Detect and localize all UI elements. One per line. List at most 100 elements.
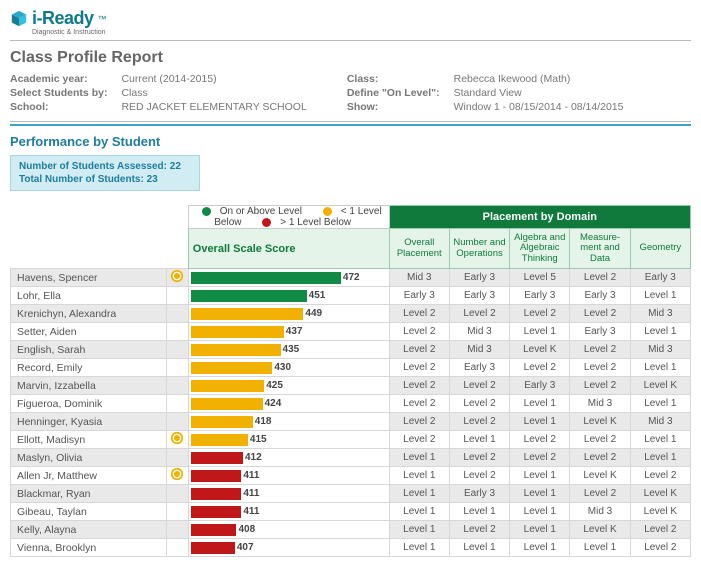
student-name[interactable]: Record, Emily bbox=[11, 359, 167, 377]
domain-placement: Mid 3 bbox=[449, 341, 509, 359]
table-row: Krenichyn, Alexandra449Level 2Level 2Lev… bbox=[11, 305, 691, 323]
score-bar-cell: 415 bbox=[188, 431, 389, 449]
table-row: English, Sarah435Level 2Mid 3Level KLeve… bbox=[11, 341, 691, 359]
show-label: Show: bbox=[347, 101, 440, 113]
score-value: 411 bbox=[241, 469, 259, 483]
student-name[interactable]: English, Sarah bbox=[11, 341, 167, 359]
domain-placement: Level 2 bbox=[570, 341, 630, 359]
domain-placement: Level 1 bbox=[630, 395, 690, 413]
score-bar-cell: 412 bbox=[188, 449, 389, 467]
student-name[interactable]: Blackmar, Ryan bbox=[11, 485, 167, 503]
score-value: 418 bbox=[253, 415, 272, 429]
header-score[interactable]: Overall Scale Score bbox=[188, 229, 389, 269]
overall-placement: Level 1 bbox=[389, 485, 449, 503]
score-bar bbox=[191, 416, 253, 428]
dot-green-icon bbox=[202, 207, 211, 216]
domain-placement: Early 3 bbox=[449, 359, 509, 377]
header-domain-2[interactable]: Algebra and Algebraic Thinking bbox=[510, 229, 570, 269]
student-name[interactable]: Maslyn, Olivia bbox=[11, 449, 167, 467]
rush-flag-cell bbox=[166, 395, 188, 413]
header-domain-1[interactable]: Number and Operations bbox=[449, 229, 509, 269]
brand-name: i-Ready bbox=[32, 8, 94, 29]
domain-placement: Level 2 bbox=[570, 377, 630, 395]
student-name[interactable]: Kelly, Alayna bbox=[11, 521, 167, 539]
domain-placement: Level 2 bbox=[630, 539, 690, 557]
header-overall[interactable]: Overall Placement bbox=[389, 229, 449, 269]
domain-placement: Level 2 bbox=[570, 359, 630, 377]
header-domain-3[interactable]: Measure- ment and Data bbox=[570, 229, 630, 269]
domain-placement: Early 3 bbox=[570, 287, 630, 305]
academic-year-value: Current (2014-2015) bbox=[121, 73, 306, 85]
student-name[interactable]: Setter, Aiden bbox=[11, 323, 167, 341]
domain-placement: Level 1 bbox=[510, 503, 570, 521]
score-bar bbox=[191, 308, 304, 320]
domain-placement: Level 1 bbox=[449, 539, 509, 557]
domain-placement: Level K bbox=[570, 521, 630, 539]
summary-assessed: Number of Students Assessed: 22 bbox=[19, 160, 191, 173]
domain-placement: Level 1 bbox=[630, 323, 690, 341]
domain-placement: Level 2 bbox=[449, 395, 509, 413]
score-bar-cell: 418 bbox=[188, 413, 389, 431]
domain-placement: Level 2 bbox=[570, 485, 630, 503]
cube-icon bbox=[10, 10, 28, 28]
domain-placement: Level 2 bbox=[449, 413, 509, 431]
rush-flag-cell bbox=[166, 467, 188, 485]
student-name[interactable]: Figueroa, Dominik bbox=[11, 395, 167, 413]
domain-placement: Level 2 bbox=[449, 377, 509, 395]
student-name[interactable]: Lohr, Ella bbox=[11, 287, 167, 305]
alert-icon bbox=[170, 467, 184, 481]
student-name[interactable]: Vienna, Brooklyn bbox=[11, 539, 167, 557]
table-row: Allen Jr, Matthew411Level 1Level 2Level … bbox=[11, 467, 691, 485]
domain-placement: Level 2 bbox=[449, 305, 509, 323]
domain-placement: Level 2 bbox=[449, 449, 509, 467]
domain-placement: Mid 3 bbox=[570, 395, 630, 413]
score-value: 435 bbox=[281, 343, 300, 357]
score-bar-cell: 437 bbox=[188, 323, 389, 341]
domain-placement: Early 3 bbox=[510, 287, 570, 305]
score-bar bbox=[191, 452, 243, 464]
rush-flag-cell bbox=[166, 413, 188, 431]
domain-placement: Level 1 bbox=[510, 539, 570, 557]
student-name[interactable]: Krenichyn, Alexandra bbox=[11, 305, 167, 323]
domain-placement: Level K bbox=[630, 485, 690, 503]
student-name[interactable]: Henninger, Kyasia bbox=[11, 413, 167, 431]
overall-placement: Level 2 bbox=[389, 305, 449, 323]
table-row: Ellott, Madisyn415Level 2Level 1Level 2L… bbox=[11, 431, 691, 449]
score-value: 415 bbox=[248, 433, 267, 447]
score-bar-cell: 425 bbox=[188, 377, 389, 395]
score-bar-cell: 430 bbox=[188, 359, 389, 377]
score-bar-cell: 449 bbox=[188, 305, 389, 323]
domain-placement: Level 1 bbox=[510, 467, 570, 485]
header-domain-4[interactable]: Geometry bbox=[630, 229, 690, 269]
student-name[interactable]: Allen Jr, Matthew bbox=[11, 467, 167, 485]
rush-flag-cell bbox=[166, 377, 188, 395]
domain-placement: Level 1 bbox=[510, 395, 570, 413]
overall-placement: Level 1 bbox=[389, 539, 449, 557]
table-row: Blackmar, Ryan411Level 1Early 3Level 1Le… bbox=[11, 485, 691, 503]
score-bar bbox=[191, 344, 281, 356]
score-value: 407 bbox=[235, 541, 254, 555]
score-bar bbox=[191, 398, 263, 410]
domain-placement: Mid 3 bbox=[449, 323, 509, 341]
student-name[interactable]: Gibeau, Taylan bbox=[11, 503, 167, 521]
domain-placement: Level K bbox=[630, 377, 690, 395]
student-name[interactable]: Havens, Spencer bbox=[11, 269, 167, 287]
student-name[interactable]: Ellott, Madisyn bbox=[11, 431, 167, 449]
student-name[interactable]: Marvin, Izzabella bbox=[11, 377, 167, 395]
class-value: Rebecca Ikewood (Math) bbox=[454, 73, 624, 85]
score-value: 449 bbox=[303, 307, 322, 321]
rush-flag-cell bbox=[166, 359, 188, 377]
overall-placement: Level 2 bbox=[389, 359, 449, 377]
domain-placement: Level 5 bbox=[510, 269, 570, 287]
rush-flag-cell bbox=[166, 503, 188, 521]
domain-placement: Level 2 bbox=[510, 431, 570, 449]
domain-placement: Level K bbox=[570, 467, 630, 485]
overall-placement: Level 2 bbox=[389, 323, 449, 341]
score-value: 451 bbox=[307, 289, 326, 303]
meta-right: Class: Rebecca Ikewood (Math) Define "On… bbox=[347, 73, 624, 113]
domain-placement: Early 3 bbox=[449, 269, 509, 287]
score-value: 412 bbox=[243, 451, 262, 465]
score-bar-cell: 411 bbox=[188, 467, 389, 485]
score-value: 411 bbox=[241, 487, 259, 501]
divider bbox=[10, 121, 691, 122]
